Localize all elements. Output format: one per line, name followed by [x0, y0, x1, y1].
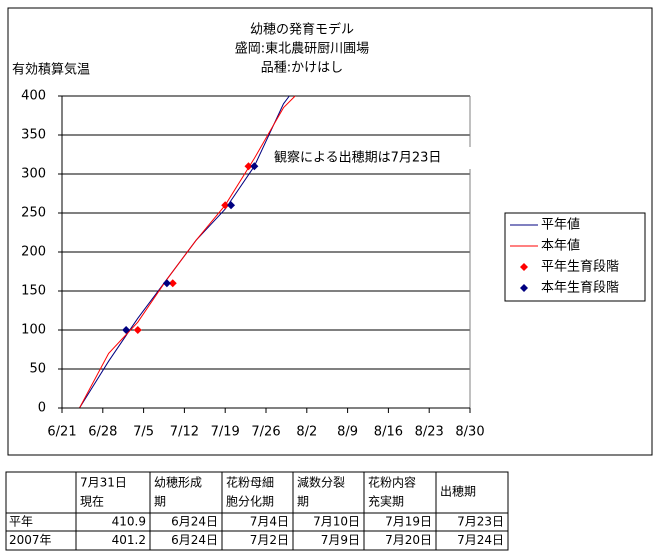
- y-tick-label: 300: [21, 167, 46, 182]
- x-tick-label: 6/21: [47, 425, 76, 440]
- x-tick-label: 8/2: [296, 425, 317, 440]
- table-cell: 401.2: [112, 533, 146, 547]
- legend-label: 平年生育段階: [541, 259, 619, 275]
- table-header: 現在: [80, 495, 104, 509]
- x-tick-label: 7/5: [133, 425, 154, 440]
- data-point: [168, 279, 177, 288]
- table-cell: 2007年: [9, 533, 52, 547]
- table-header: 花粉内容: [368, 475, 416, 490]
- legend-label: 本年生育段階: [541, 280, 619, 296]
- table-cell: 410.9: [112, 515, 146, 529]
- legend-label: 本年値: [541, 238, 580, 254]
- table-cell: 6月24日: [171, 515, 218, 529]
- table-header: 幼穂形成: [154, 476, 202, 490]
- chart-subtitle: 品種:かけはし: [261, 60, 343, 76]
- x-tick-label: 7/12: [170, 425, 199, 440]
- x-tick-label: 8/30: [455, 425, 484, 440]
- y-tick-label: 150: [21, 284, 46, 299]
- table-cell: 6月24日: [171, 533, 218, 547]
- y-tick-label: 100: [21, 323, 46, 338]
- x-tick-label: 6/28: [88, 425, 117, 440]
- y-tick-label: 350: [21, 128, 46, 143]
- table-cell: 7月23日: [457, 515, 504, 529]
- table-header: 期: [297, 495, 309, 509]
- table-cell: 平年: [9, 515, 33, 529]
- table-cell: 7月24日: [457, 533, 504, 547]
- table-header: 減数分裂: [297, 475, 345, 490]
- legend-label: 平年値: [541, 217, 580, 233]
- table-header: 充実期: [368, 494, 404, 509]
- data-point: [244, 162, 253, 171]
- data-point: [122, 326, 131, 334]
- data-point: [162, 279, 171, 288]
- x-tick-label: 8/16: [374, 425, 403, 440]
- y-tick-label: 50: [29, 362, 46, 377]
- y-tick-label: 0: [38, 401, 46, 416]
- chart-title: 幼穂の発育モデル: [250, 22, 354, 38]
- x-tick-label: 7/26: [251, 425, 280, 440]
- annotation: 観察による出穂期は7月23日: [274, 151, 441, 166]
- annotation-bg: [268, 147, 473, 169]
- table-cell: 7月4日: [250, 515, 289, 529]
- table-cell: 7月20日: [385, 533, 432, 547]
- table-cell: 7月19日: [385, 515, 432, 529]
- table-header: 胞分化期: [226, 495, 274, 509]
- data-point: [227, 201, 236, 210]
- y-tick-label: 400: [21, 89, 46, 104]
- table-header: 花粉母細: [226, 475, 274, 490]
- data-point: [133, 326, 142, 334]
- table-cell: 7月2日: [250, 533, 289, 547]
- x-tick-label: 8/9: [337, 425, 358, 440]
- y-tick-label: 250: [21, 206, 46, 221]
- x-tick-label: 7/19: [211, 425, 240, 440]
- y-axis-label: 有効積算気温: [12, 62, 90, 78]
- table-border: [5, 471, 509, 551]
- table-cell: 7月9日: [321, 533, 360, 547]
- table-header: 7月31日: [80, 476, 127, 490]
- table-header: 期: [154, 495, 166, 509]
- series-line: [79, 95, 296, 409]
- y-tick-label: 200: [21, 245, 46, 260]
- chart-subtitle: 盛岡:東北農研厨川圃場: [235, 41, 369, 57]
- x-tick-label: 8/23: [415, 425, 444, 440]
- table-header: 出穂期: [440, 485, 476, 499]
- table-cell: 7月10日: [313, 515, 360, 529]
- legend-swatch: [520, 284, 528, 292]
- legend-box: [504, 212, 646, 302]
- legend-swatch: [520, 263, 528, 271]
- data-point: [250, 162, 259, 171]
- data-point: [221, 201, 230, 210]
